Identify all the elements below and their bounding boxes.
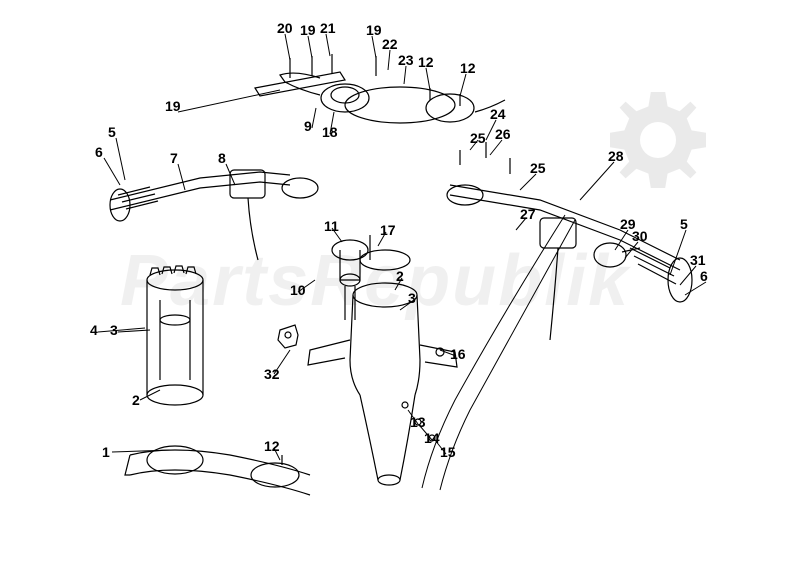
leader-line <box>490 140 502 155</box>
leader-line <box>112 450 170 452</box>
leader-line <box>178 164 185 190</box>
leader-line <box>330 112 334 134</box>
parts-diagram <box>0 0 798 579</box>
leader-line <box>420 426 432 440</box>
leader-line <box>104 158 120 185</box>
leader-line <box>116 138 125 180</box>
leader-line <box>404 66 406 84</box>
leader-line <box>285 34 290 60</box>
leader-line <box>516 218 526 230</box>
leader-line <box>388 50 390 70</box>
leader-line <box>378 232 386 246</box>
leader-line <box>298 280 315 292</box>
leader-line <box>486 120 496 140</box>
leader-line <box>470 140 478 150</box>
leader-line <box>460 74 466 96</box>
leader-line <box>680 266 696 285</box>
leader-line <box>178 90 280 112</box>
leader-line <box>274 448 280 460</box>
leader-line <box>685 282 706 295</box>
leader-line <box>312 108 316 128</box>
leader-line <box>140 390 160 400</box>
leader-line <box>332 228 342 242</box>
leader-line <box>308 36 312 58</box>
leader-line <box>670 230 686 275</box>
leader-line <box>520 174 536 190</box>
leader-line <box>426 68 430 90</box>
leader-line <box>435 440 446 454</box>
leader-line <box>408 410 418 424</box>
leader-line <box>580 162 614 200</box>
leader-line <box>625 242 638 258</box>
leader-line <box>372 36 376 58</box>
leader-line <box>274 350 290 374</box>
leader-line <box>326 34 330 56</box>
